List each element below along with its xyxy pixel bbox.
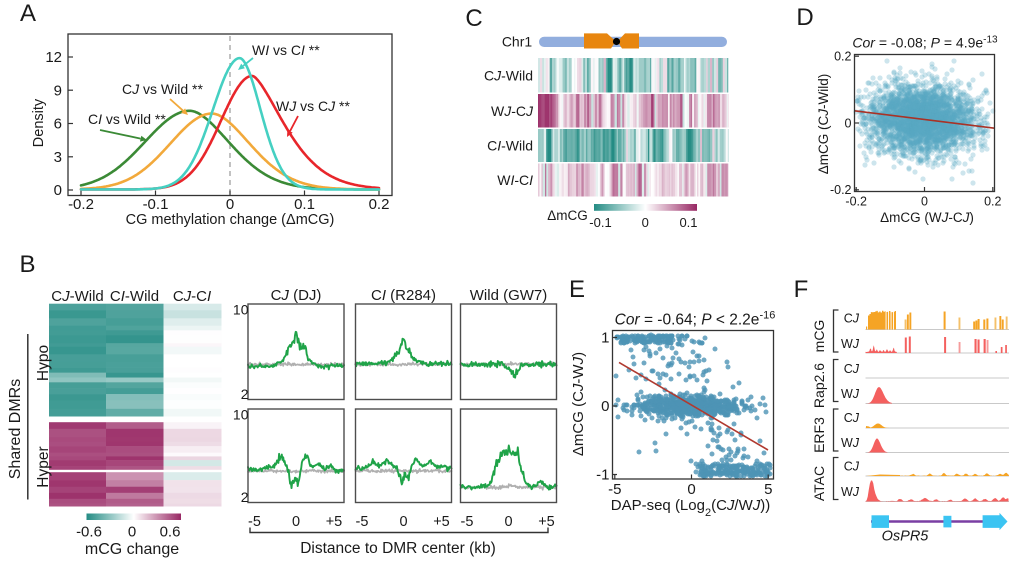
svg-text:12: 12 (45, 49, 62, 66)
svg-text:WJ: WJ (841, 337, 860, 351)
svg-text:CJ-Wild: CJ-Wild (484, 67, 533, 83)
svg-text:5: 5 (764, 481, 772, 498)
svg-text:0: 0 (292, 514, 300, 530)
svg-text:-0.2: -0.2 (68, 196, 94, 213)
svg-text:F: F (794, 276, 809, 303)
svg-text:WJ-CJ: WJ-CJ (491, 103, 534, 119)
svg-text:E: E (569, 276, 585, 303)
svg-text:+5: +5 (326, 514, 343, 530)
svg-text:-0.6: -0.6 (76, 524, 102, 541)
svg-text:CJ-Wild: CJ-Wild (51, 288, 104, 305)
svg-text:6: 6 (54, 116, 62, 133)
svg-text:ΔmCG (WJ-CJ): ΔmCG (WJ-CJ) (880, 210, 974, 225)
svg-text:0.2: 0.2 (984, 195, 1001, 209)
svg-text:Density: Density (31, 98, 47, 147)
svg-text:Rap2.6: Rap2.6 (811, 363, 827, 408)
svg-text:-0.1: -0.1 (589, 215, 611, 230)
svg-text:Hypo: Hypo (35, 345, 52, 381)
svg-text:CI (R284): CI (R284) (371, 287, 436, 304)
svg-text:WJ: WJ (841, 436, 860, 450)
svg-text:9: 9 (54, 82, 62, 99)
svg-text:-5: -5 (356, 514, 369, 530)
svg-text:+5: +5 (433, 514, 450, 530)
svg-text:WJ vs CJ **: WJ vs CJ ** (276, 98, 350, 114)
svg-text:Distance to DMR center (kb): Distance to DMR center (kb) (300, 540, 496, 557)
svg-text:0: 0 (504, 514, 512, 530)
svg-text:-5: -5 (461, 514, 474, 530)
svg-text:ΔmCG (CJ-WJ): ΔmCG (CJ-WJ) (570, 352, 587, 456)
svg-text:ΔmCG: ΔmCG (547, 208, 588, 223)
svg-text:0: 0 (921, 195, 928, 209)
svg-text:B: B (19, 251, 35, 278)
svg-text:CJ vs Wild **: CJ vs Wild ** (122, 81, 203, 97)
svg-text:mCG change: mCG change (85, 541, 179, 558)
svg-text:1: 1 (601, 330, 609, 347)
svg-text:D: D (796, 4, 813, 31)
svg-text:ΔmCG (CJ-Wild): ΔmCG (CJ-Wild) (816, 74, 831, 175)
svg-text:2: 2 (241, 386, 249, 402)
svg-text:CI vs Wild **: CI vs Wild ** (88, 111, 166, 127)
svg-text:0: 0 (399, 514, 407, 530)
svg-text:Cor = -0.08; P = 4.9e-13: Cor = -0.08; P = 4.9e-13 (852, 34, 998, 51)
svg-text:-0.1: -0.1 (143, 196, 169, 213)
svg-text:CG methylation change (ΔmCG): CG methylation change (ΔmCG) (126, 212, 335, 228)
svg-text:A: A (20, 0, 36, 27)
svg-text:Hyper: Hyper (35, 446, 52, 487)
svg-text:0: 0 (687, 481, 695, 498)
svg-text:CI-Wild: CI-Wild (487, 138, 533, 154)
svg-text:0: 0 (845, 116, 852, 130)
svg-text:OsPR5: OsPR5 (882, 529, 930, 545)
svg-text:CJ: CJ (844, 411, 860, 425)
svg-text:WJ: WJ (841, 485, 860, 499)
svg-text:0.1: 0.1 (679, 215, 697, 230)
svg-text:CJ: CJ (844, 312, 860, 326)
svg-text:0.1: 0.1 (294, 196, 315, 213)
svg-text:Cor = -0.64; P < 2.2e-16: Cor = -0.64; P < 2.2e-16 (615, 310, 776, 329)
svg-text:Chr1: Chr1 (502, 34, 533, 50)
svg-text:2: 2 (241, 489, 249, 505)
svg-text:10: 10 (233, 302, 249, 318)
svg-text:C: C (465, 5, 482, 32)
svg-text:0.2: 0.2 (369, 196, 390, 213)
svg-text:3: 3 (54, 149, 62, 166)
svg-text:0.6: 0.6 (160, 524, 181, 541)
svg-text:-5: -5 (608, 481, 621, 498)
svg-text:CJ: CJ (844, 362, 860, 376)
svg-text:0: 0 (54, 182, 62, 199)
svg-text:WJ: WJ (841, 387, 860, 401)
svg-text:CJ: CJ (844, 460, 860, 474)
svg-text:CJ-CI: CJ-CI (173, 288, 211, 305)
svg-text:0.2: 0.2 (834, 50, 851, 64)
svg-text:0: 0 (226, 196, 234, 213)
svg-text:CJ (DJ): CJ (DJ) (271, 287, 322, 304)
svg-text:WI-CI: WI-CI (497, 172, 533, 188)
svg-text:ERF3: ERF3 (811, 417, 827, 453)
svg-text:Wild (GW7): Wild (GW7) (470, 287, 548, 304)
svg-text:WI vs CI **: WI vs CI ** (252, 42, 320, 58)
svg-text:-0.2: -0.2 (845, 195, 867, 209)
svg-text:CI-Wild: CI-Wild (110, 288, 159, 305)
svg-text:0: 0 (128, 524, 136, 541)
svg-text:0: 0 (601, 398, 609, 415)
svg-text:Shared DMRs: Shared DMRs (7, 379, 24, 479)
svg-text:ATAC: ATAC (811, 466, 827, 501)
svg-text:mCG: mCG (811, 320, 827, 353)
svg-text:0: 0 (642, 215, 649, 230)
svg-text:+5: +5 (538, 514, 555, 530)
svg-text:10: 10 (233, 407, 249, 423)
